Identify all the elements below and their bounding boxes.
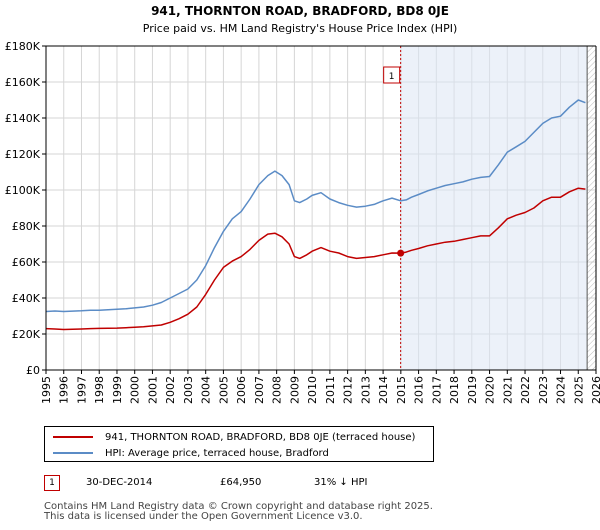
x-tick-label: 2024 (555, 376, 568, 404)
legend-label-property: 941, THORNTON ROAD, BRADFORD, BD8 0JE (t… (105, 431, 416, 443)
x-tick-label: 2000 (129, 376, 142, 404)
x-tick-label: 1995 (40, 376, 53, 404)
y-tick-label: £0 (26, 364, 40, 377)
x-tick-label: 2008 (271, 376, 284, 404)
sale-markers: 1 (383, 46, 405, 370)
sale-marker-box (383, 66, 401, 84)
transaction-price: £64,950 (220, 477, 262, 488)
chart-subtitle: Price paid vs. HM Land Registry's House … (143, 22, 458, 35)
x-tick-label: 2004 (200, 376, 213, 404)
y-tick-label: £140K (5, 112, 41, 125)
axes: £0 £20K £40K £60K £80K £100K £120K £140K £160K £1… (5, 40, 600, 404)
x-tick-label: 2026 (590, 376, 600, 404)
price-chart: 941, THORNTON ROAD, BRADFORD, BD8 0JE Pr… (5, 4, 600, 404)
x-tick-label: 2010 (306, 376, 319, 404)
y-tick-label: £60K (12, 256, 41, 269)
x-tick-label: 2002 (164, 376, 177, 404)
x-tick-label: 2014 (377, 376, 390, 404)
y-tick-label: £160K (5, 76, 41, 89)
x-tick-label: 2017 (430, 376, 443, 404)
legend-item-hpi: HPI: Average price, terraced house, Brad… (53, 445, 329, 461)
series-line-property (46, 187, 586, 331)
x-tick-label: 2015 (395, 376, 408, 404)
y-tick-label: £180K (5, 40, 41, 53)
chart-title: 941, THORNTON ROAD, BRADFORD, BD8 0JE (151, 4, 449, 18)
x-tick-label: 1998 (93, 376, 106, 404)
x-tick-label: 2016 (413, 376, 426, 404)
legend-item-property: 941, THORNTON ROAD, BRADFORD, BD8 0JE (t… (53, 429, 415, 445)
x-tick-label: 2019 (466, 376, 479, 404)
legend-label-hpi: HPI: Average price, terraced house, Brad… (105, 447, 329, 459)
x-tick-label: 2003 (182, 376, 195, 404)
forecast-shading (400, 46, 596, 370)
x-tick-label: 2007 (253, 376, 266, 404)
x-tick-label: 2021 (501, 376, 514, 404)
legend-swatch-hpi (53, 452, 93, 454)
y-tick-label: £120K (5, 148, 41, 161)
x-tick-label: 2011 (324, 376, 337, 404)
legend: 941, THORNTON ROAD, BRADFORD, BD8 0JE (t… (44, 426, 434, 462)
y-tick-label: £80K (12, 220, 41, 233)
x-tick-label: 2023 (537, 376, 550, 404)
x-tick-label: 1997 (75, 376, 88, 404)
x-tick-label: 2013 (359, 376, 372, 404)
x-tick-label: 2012 (342, 376, 355, 404)
x-tick-label: 2020 (484, 376, 497, 404)
sale-marker-label: 1 (389, 72, 395, 82)
x-tick-label: 2009 (288, 376, 301, 404)
transaction-marker: 1 (44, 475, 60, 491)
x-tick-label: 2005 (217, 376, 230, 404)
transaction-hpi-diff: 31% ↓ HPI (314, 477, 368, 488)
x-tick-label: 2022 (519, 376, 532, 404)
series-line-hpi (46, 99, 586, 313)
x-tick-label: 2018 (448, 376, 461, 404)
post-sale-shading (400, 46, 588, 370)
footer-copyright: Contains HM Land Registry data © Crown c… (44, 501, 433, 512)
series-lines (46, 99, 586, 331)
footer-licence: This data is licensed under the Open Gov… (44, 511, 363, 522)
y-tick-label: £100K (5, 184, 41, 197)
x-tick-label: 1996 (58, 376, 71, 404)
x-tick-label: 2001 (146, 376, 159, 404)
legend-swatch-property (53, 436, 93, 438)
y-tick-label: £20K (12, 328, 41, 341)
x-tick-label: 1999 (111, 376, 124, 404)
projection-hatching (587, 46, 596, 370)
sale-point (397, 249, 405, 257)
x-tick-label: 2006 (235, 376, 248, 404)
y-tick-label: £40K (12, 292, 41, 305)
x-tick-label: 2025 (572, 376, 585, 404)
footer: Contains HM Land Registry data © Crown c… (44, 502, 433, 522)
transaction-date: 30-DEC-2014 (86, 477, 153, 488)
